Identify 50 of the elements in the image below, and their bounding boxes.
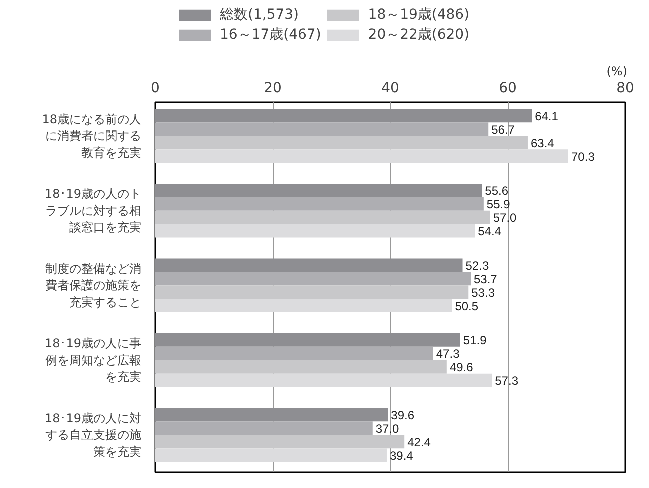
data-label: 47.3 <box>436 347 460 362</box>
bar <box>156 136 528 150</box>
data-label: 53.7 <box>474 272 498 286</box>
bar <box>156 346 434 360</box>
x-axis-title: (%) <box>606 64 628 78</box>
data-label: 52.3 <box>466 258 490 273</box>
data-label: 50.5 <box>455 299 479 314</box>
data-label: 51.9 <box>463 334 488 348</box>
x-tick-label: 0 <box>151 80 160 96</box>
y-tick-label: 18･19歳の人のトラブルに対する相談窓口を充実 <box>44 187 142 235</box>
data-label: 63.4 <box>530 136 555 150</box>
data-label: 57.3 <box>495 374 519 388</box>
y-tick-label: 18･19歳の人に対する自立支援の施策を充実 <box>44 411 142 459</box>
data-label: 70.3 <box>572 150 596 164</box>
data-label: 42.4 <box>408 435 432 450</box>
data-label: 53.3 <box>472 286 496 300</box>
data-label: 54.4 <box>478 224 502 239</box>
y-tick-label: 制度の整備など消費者保護の施策を充実すること <box>46 262 142 310</box>
bar <box>156 299 452 313</box>
x-tick-label: 40 <box>382 80 400 96</box>
bar <box>156 374 492 388</box>
data-label: 39.4 <box>390 448 414 463</box>
bar <box>156 210 490 224</box>
bar <box>156 435 405 449</box>
legend-label: 総数(1,573) <box>220 6 300 24</box>
data-label: 56.7 <box>492 122 516 137</box>
bar <box>156 286 469 300</box>
y-tick-label: 18歳になる前の人に消費者に関する教育を充実 <box>42 112 142 160</box>
x-tick-label: 60 <box>499 80 517 96</box>
data-label: 39.6 <box>391 408 415 422</box>
bar <box>156 272 471 286</box>
bar <box>156 360 447 374</box>
bar <box>156 422 373 436</box>
data-label: 57.0 <box>493 211 518 226</box>
data-label: 37.0 <box>376 422 400 436</box>
legend-label: 20～22歳(620) <box>368 26 470 44</box>
y-tick-label: 18･19歳の人に事例を周知など広報を充実 <box>44 336 142 384</box>
bar <box>156 224 476 238</box>
bar <box>156 150 569 164</box>
x-tick-label: 20 <box>264 80 282 96</box>
legend-label: 16～17歳(467) <box>220 26 322 44</box>
bar <box>156 197 484 211</box>
bar <box>156 122 489 136</box>
x-tick-label: 80 <box>616 80 634 96</box>
data-label: 64.1 <box>535 109 559 124</box>
bar <box>156 448 387 462</box>
data-label: 55.6 <box>485 184 509 198</box>
data-label: 49.6 <box>450 360 474 375</box>
data-label: 55.9 <box>486 198 511 212</box>
legend-label: 18～19歳(486) <box>368 6 470 24</box>
